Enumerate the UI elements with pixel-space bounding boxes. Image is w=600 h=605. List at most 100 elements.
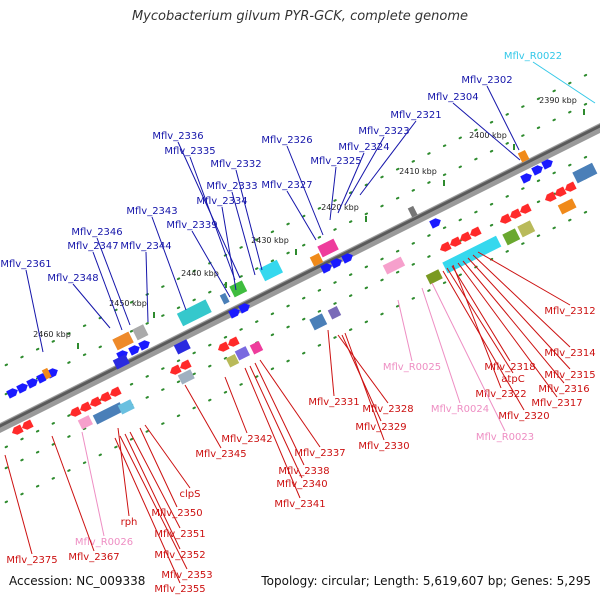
feature-block-23: [517, 149, 530, 163]
reverse-gene-7: [460, 231, 472, 242]
kbp-label: 2450 kbp: [109, 299, 147, 308]
track-inner-2: [0, 170, 600, 473]
feature-block-24: [407, 205, 418, 218]
forward-gene-label: Mflv_2325: [310, 156, 361, 167]
leader-line: [359, 120, 417, 196]
forward-gene-5: [330, 258, 342, 269]
reverse-gene-18: [22, 419, 34, 430]
reverse-gene-6: [470, 226, 482, 237]
reverse-gene-4: [510, 208, 522, 219]
forward-gene-label: Mflv_2302: [461, 75, 512, 86]
feature-block-22: [77, 415, 93, 430]
leader-line: [235, 169, 263, 271]
reverse-gene-label: Mflv_2351: [154, 529, 205, 540]
reverse-gene-label: Mflv_2317: [531, 398, 582, 409]
forward-gene-2: [520, 173, 532, 184]
forward-gene-label: Mflv_2336: [152, 131, 203, 142]
leader-line: [286, 190, 317, 241]
reverse-gene-10: [180, 359, 192, 370]
forward-gene-label: Mflv_2332: [210, 159, 261, 170]
forward-gene-label: Mflv_2334: [196, 196, 247, 207]
forward-gene-label: Mflv_2343: [126, 206, 177, 217]
page-title: Mycobacterium gilvum PYR-GCK, complete g…: [131, 9, 469, 24]
feature-block-16: [234, 346, 250, 361]
forward-gene-label: Mflv_2321: [390, 110, 441, 121]
forward-gene-3: [429, 218, 441, 229]
reverse-gene-label: Mflv_R0025: [383, 362, 441, 373]
feature-block-2: [442, 235, 502, 274]
feature-block-9: [229, 280, 248, 298]
forward-gene-label: Mflv_2335: [164, 146, 215, 157]
reverse-gene-14: [90, 396, 102, 407]
leader-line: [446, 267, 514, 374]
leader-line: [286, 145, 324, 236]
reverse-gene-19: [218, 341, 230, 352]
leader-line: [421, 287, 461, 404]
feature-block-25: [41, 367, 52, 380]
leader-line: [344, 136, 385, 206]
leader-line: [431, 282, 506, 432]
reverse-gene-label: Mflv_R0024: [431, 404, 489, 415]
feature-block-8: [258, 259, 284, 282]
feature-block-10: [112, 331, 134, 351]
leader-line: [457, 262, 558, 398]
kbp-label: 2410 kbp: [399, 167, 437, 176]
reverse-gene-label: Mflv_2338: [278, 466, 329, 477]
reverse-gene-label: Mflv_2367: [68, 552, 119, 563]
feature-block-6: [382, 256, 406, 275]
reverse-gene-label: Mflv_R0023: [476, 432, 534, 443]
reverse-gene-12: [110, 386, 122, 397]
reverse-gene-label: Mflv_2314: [544, 348, 595, 359]
leader-line: [184, 384, 222, 449]
leader-line: [337, 334, 389, 404]
kbp-label: 2460 kbp: [33, 330, 71, 339]
forward-gene-label: Mflv_2333: [206, 181, 257, 192]
leader-line: [144, 424, 191, 489]
feature-block-21: [117, 399, 135, 415]
leader-line: [231, 191, 256, 276]
leader-line: [259, 359, 321, 448]
leader-line: [189, 156, 236, 281]
reverse-gene-label: atpC: [501, 374, 524, 385]
forward-gene-14: [26, 378, 38, 389]
leader-line: [129, 431, 181, 529]
feature-block-13: [309, 253, 324, 267]
reverse-gene-20: [228, 336, 240, 347]
forward-gene-1: [541, 159, 553, 170]
feature-block-14: [309, 313, 328, 331]
reverse-gene-label: rph: [121, 517, 138, 528]
genome-backbone-shadow: [0, 124, 600, 428]
leader-line: [25, 269, 44, 353]
feature-block-7: [176, 299, 212, 327]
reverse-gene-0: [565, 181, 577, 192]
reverse-gene-13: [100, 391, 112, 402]
feature-block-5: [425, 269, 443, 285]
feature-block-4: [517, 220, 536, 238]
leader-line: [477, 251, 571, 306]
leader-line: [114, 437, 181, 584]
forward-gene-9: [128, 345, 140, 356]
leader-line: [81, 431, 105, 537]
leader-line: [337, 152, 365, 214]
feature-block-12: [317, 238, 339, 258]
reverse-gene-label: Mflv_2316: [538, 384, 589, 395]
forward-gene-12: [6, 388, 18, 399]
feature-block-15: [327, 306, 342, 320]
feature-block-19: [177, 369, 195, 385]
reverse-gene-label: Mflv_2331: [308, 397, 359, 408]
reverse-gene-label: Mflv_2350: [151, 508, 202, 519]
reverse-gene-16: [70, 406, 82, 417]
leader-line: [119, 435, 188, 570]
reverse-gene-label: Mflv_2312: [544, 306, 595, 317]
leader-line: [92, 251, 123, 331]
reverse-gene-label: Mflv_2375: [6, 555, 57, 566]
reverse-gene-label: Mflv_2337: [294, 448, 345, 459]
forward-gene-13: [16, 383, 28, 394]
kbp-label: 2390 kbp: [539, 96, 577, 105]
reverse-gene-label: Mflv_2340: [276, 479, 327, 490]
genome-summary-text: Topology: circular; Length: 5,619,607 bp…: [261, 574, 591, 588]
leader-line: [191, 230, 231, 298]
leader-line: [532, 61, 596, 104]
feature-block-18: [225, 354, 240, 368]
